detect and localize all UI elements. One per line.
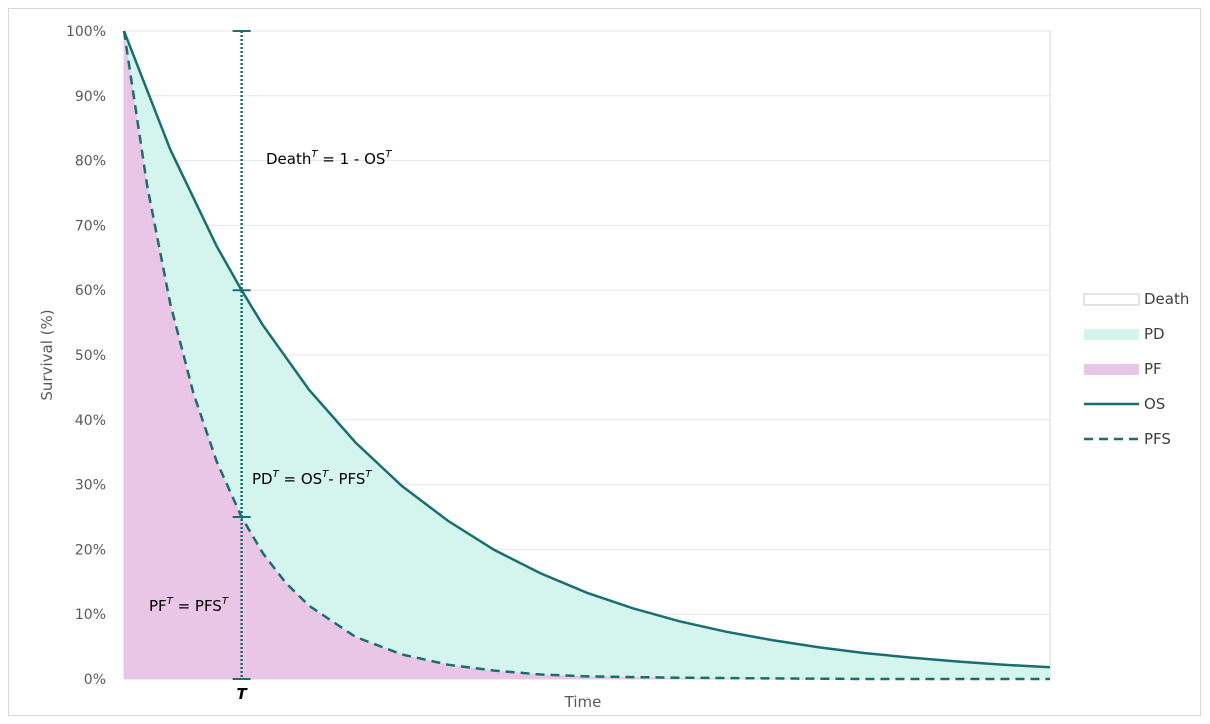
legend-label-pfs: PFS	[1144, 430, 1171, 448]
y-tick-label: 80%	[75, 154, 106, 170]
y-tick-label: 40%	[75, 413, 106, 429]
y-tick-label: 100%	[66, 24, 106, 40]
y-tick-label: 60%	[75, 283, 106, 299]
legend-swatch-death	[1083, 293, 1140, 306]
pd-area	[124, 31, 1050, 679]
legend-label-os: OS	[1144, 395, 1165, 413]
legend-swatch-pf	[1084, 364, 1139, 375]
y-tick-label: 90%	[75, 89, 106, 105]
legend-swatch-pd	[1084, 329, 1139, 340]
legend-label-pd: PD	[1144, 325, 1165, 343]
pfs-line	[122, 30, 1050, 681]
y-tick-label: 20%	[75, 542, 106, 558]
chart-frame	[8, 8, 1201, 716]
y-tick-label: 0%	[84, 672, 106, 688]
os-line	[122, 30, 1051, 669]
legend: Death PD PF OS PFS	[1083, 290, 1189, 448]
y-tick-label: 70%	[75, 218, 106, 234]
area-fills	[124, 31, 1050, 679]
t-marker-label: T	[236, 685, 248, 703]
y-tick-label: 50%	[75, 348, 106, 364]
legend-label-death: Death	[1144, 290, 1189, 308]
death-annotation: DeathT = 1 - OST	[266, 149, 392, 168]
y-tick-label: 30%	[75, 478, 106, 494]
pd-annotation: PDT = OST- PFST	[252, 469, 372, 488]
curve-lines	[122, 30, 1051, 681]
y-tick-labels: 0% 10% 20% 30% 40% 50% 60% 70% 80% 90% 100%	[66, 24, 106, 688]
y-axis-title: Survival (%)	[38, 309, 56, 400]
pf-area	[124, 31, 1050, 679]
legend-label-pf: PF	[1144, 360, 1162, 378]
x-axis-title: Time	[564, 693, 602, 711]
t-marker	[232, 30, 251, 680]
y-tick-label: 10%	[75, 607, 106, 623]
pf-annotation: PFT = PFST	[149, 596, 229, 615]
